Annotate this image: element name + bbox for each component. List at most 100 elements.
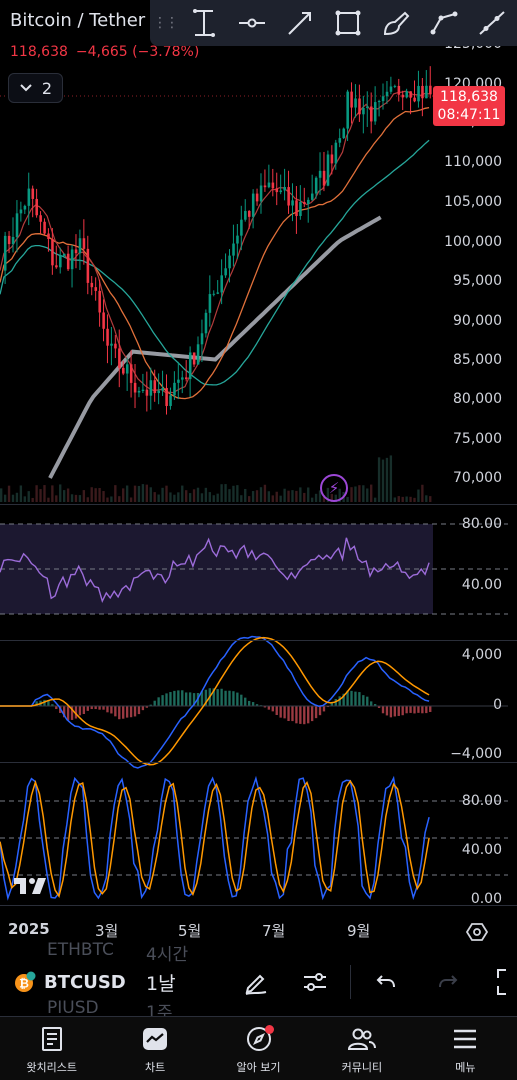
macd-histogram-bar [314,706,318,719]
candle-body [27,188,31,206]
candle-body [326,154,330,186]
symbol-title[interactable]: Bitcoin / Tether [10,10,146,31]
volume-bar [413,497,416,502]
time-axis-label: 2025 [8,920,50,938]
nav-chart[interactable]: 차트 [103,1017,206,1080]
volume-bar [291,490,294,502]
volume-bar [122,488,125,502]
macd-histogram-bar [51,704,54,707]
volume-bar [318,490,322,502]
pane-separator-rsi[interactable] [0,504,517,505]
redo-button[interactable] [432,966,464,998]
undo-button[interactable] [370,966,402,998]
volume-bar [220,484,223,502]
interval-selector[interactable]: 1날 [146,973,176,995]
drag-handle-icon[interactable]: ⋮⋮ [153,15,179,31]
trend-arrow-icon [288,12,311,35]
nav-explore[interactable]: 알아 보기 [207,1017,310,1080]
chart-canvas[interactable] [0,0,517,948]
volume-bar [133,485,137,502]
candle-body [275,188,279,193]
macd-histogram-bar [228,690,231,707]
pen-icon [245,974,267,995]
volume-bar [429,496,432,502]
volume-bar [362,485,365,502]
macd-histogram-bar [429,706,432,712]
candle-body [212,293,216,295]
path-tool-button[interactable] [420,0,468,46]
candle-body [181,377,184,380]
macd-histogram-bar [255,704,259,707]
collapse-indicators-button[interactable]: 2 [8,73,63,103]
stoch-axis-label: 0.00 [470,891,502,907]
trend-line-tool-button[interactable] [276,0,324,46]
macd-histogram-bar [192,693,196,707]
macd-histogram-bar [118,706,121,720]
volume-bar [169,492,172,502]
candle-body [366,106,369,108]
candle-body [15,213,19,237]
macd-histogram-bar [354,691,357,707]
lightning-icon[interactable]: ⚡ [320,474,348,502]
path-icon [430,11,458,35]
volume-bar [200,493,204,502]
candle-body [43,221,46,234]
macd-histogram-bar [236,692,239,707]
pane-separator-time [0,905,517,906]
macd-histogram-bar [263,706,267,708]
candle-body [157,390,161,394]
pane-separator-stoch[interactable] [0,762,517,763]
macd-histogram-bar [161,695,164,707]
pane-separator-macd[interactable] [0,640,517,641]
price-axis-label: 95,000 [453,273,502,289]
candle-body [251,193,255,217]
nav-community[interactable]: 커뮤니티 [310,1017,413,1080]
price-axis-label: 80,000 [453,391,502,407]
candle-body [19,209,23,214]
text-cursor-tool-button[interactable] [180,0,228,46]
macd-histogram-bar [247,700,251,707]
indicators-button[interactable] [299,966,331,998]
candle-body [173,382,176,396]
settings-hexagon-icon[interactable] [466,921,488,943]
candle-body [373,102,377,122]
volume-bar [106,497,109,502]
volume-bar [70,494,74,502]
volume-bar [0,488,3,502]
drawing-pen-button[interactable] [240,966,272,998]
fullscreen-button[interactable] [491,966,517,998]
macd-histogram-bar [133,706,137,717]
polyline-tool-button[interactable] [468,0,516,46]
volume-bar [373,497,377,502]
macd-histogram-bar [204,689,208,707]
macd-histogram-bar [47,700,50,707]
symbol-selector[interactable]: ₿ BTCUSD [12,970,126,994]
ghost-interval-above: 4시간 [146,945,189,965]
candle-body [39,215,42,222]
nav-watchlist[interactable]: 왓치리스트 [0,1017,103,1080]
macd-histogram-bar [188,692,192,707]
macd-histogram-bar [421,706,424,714]
chart-area[interactable]: 125,000 120,000 115,000 110,000 105,000 … [0,0,517,948]
volume-bar [224,484,227,502]
brush-tool-button[interactable] [372,0,420,46]
horizontal-ray-tool-button[interactable] [228,0,276,46]
macd-histogram-bar [338,696,341,707]
candle-body [299,202,302,216]
candle-body [51,238,54,266]
nav-menu[interactable]: 메뉴 [414,1017,517,1080]
macd-histogram-bar [291,706,294,722]
volume-bar [279,495,282,502]
rectangle-tool-button[interactable] [324,0,372,46]
chevron-down-icon [20,84,32,92]
candle-body [409,91,412,98]
macd-histogram-bar [362,695,365,707]
volume-bar [377,457,381,502]
macd-histogram-bar [110,706,113,714]
volume-bar [31,497,34,502]
symbol-bar [0,948,517,1016]
candle-body [263,185,267,188]
candle-body [94,287,98,291]
volume-bar [15,492,19,502]
volume-bar [23,496,26,502]
